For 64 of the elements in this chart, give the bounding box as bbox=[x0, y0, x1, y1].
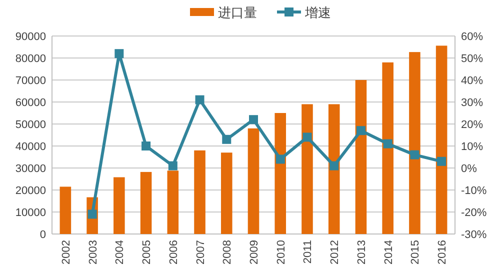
point bbox=[168, 161, 178, 170]
bar bbox=[248, 128, 260, 234]
x-tick-label: 2009 bbox=[248, 240, 260, 264]
x-tick-label: 2011 bbox=[302, 240, 314, 264]
x-tick-label: 2015 bbox=[410, 240, 422, 264]
y-tick-label: 20000 bbox=[15, 185, 46, 197]
y2-tick-label: 20% bbox=[461, 119, 484, 131]
bar bbox=[60, 186, 72, 234]
bar bbox=[328, 104, 340, 234]
y2-tick-label: 40% bbox=[461, 75, 484, 87]
bar bbox=[194, 150, 206, 234]
point bbox=[330, 161, 339, 170]
y-tick-label: 30000 bbox=[15, 163, 46, 175]
x-tick-label: 2014 bbox=[382, 240, 395, 264]
x-tick-label: 2005 bbox=[141, 240, 154, 264]
point bbox=[276, 154, 285, 164]
y2-tick-label: 50% bbox=[461, 53, 484, 65]
bar bbox=[382, 62, 394, 234]
legend-label: 进口量 bbox=[218, 5, 257, 20]
point bbox=[383, 139, 392, 148]
bar bbox=[220, 152, 232, 234]
point bbox=[437, 156, 446, 166]
x-tick-label: 2004 bbox=[114, 240, 126, 264]
point bbox=[249, 115, 258, 124]
y-tick-label: 50000 bbox=[15, 119, 46, 131]
y-tick-label: 70000 bbox=[15, 75, 46, 87]
x-tick-label: 2016 bbox=[436, 240, 449, 264]
point bbox=[195, 95, 204, 104]
x-tick-label: 2006 bbox=[168, 240, 180, 264]
x-tick-label: 2008 bbox=[222, 240, 234, 264]
x-tick-label: 2002 bbox=[60, 240, 72, 264]
x-tick-label: 2012 bbox=[329, 240, 342, 264]
x-tick-label: 2003 bbox=[87, 240, 100, 264]
point bbox=[302, 132, 312, 142]
y2-tick-label: 30% bbox=[461, 97, 484, 109]
y2-tick-label: 0% bbox=[461, 163, 478, 175]
y2-tick-label: -10% bbox=[461, 185, 487, 197]
y-tick-label: 80000 bbox=[15, 53, 46, 65]
legend-label: 增速 bbox=[304, 5, 331, 20]
point bbox=[222, 134, 232, 144]
bar bbox=[114, 177, 125, 234]
point bbox=[356, 126, 366, 136]
point bbox=[410, 150, 420, 160]
x-tick-label: 2013 bbox=[356, 240, 368, 264]
x-tick-label: 2010 bbox=[275, 240, 288, 264]
bar bbox=[302, 104, 313, 234]
bar bbox=[274, 113, 286, 234]
bar bbox=[167, 170, 179, 234]
bar bbox=[436, 46, 448, 234]
y2-tick-label: 10% bbox=[461, 141, 484, 153]
y-tick-label: 10000 bbox=[15, 207, 46, 219]
point bbox=[142, 142, 151, 150]
y2-tick-label: 60% bbox=[461, 31, 484, 43]
bar bbox=[140, 172, 152, 234]
y2-tick-label: -30% bbox=[461, 229, 487, 241]
point bbox=[114, 49, 124, 58]
x-tick-label: 2007 bbox=[194, 240, 207, 264]
y-tick-label: 0 bbox=[40, 229, 46, 241]
y-tick-label: 60000 bbox=[15, 97, 46, 109]
bar bbox=[355, 80, 367, 234]
y-tick-label: 40000 bbox=[15, 141, 46, 153]
y-tick-label: 90000 bbox=[15, 31, 46, 43]
bar bbox=[409, 52, 420, 234]
y2-tick-label: -20% bbox=[461, 207, 487, 219]
